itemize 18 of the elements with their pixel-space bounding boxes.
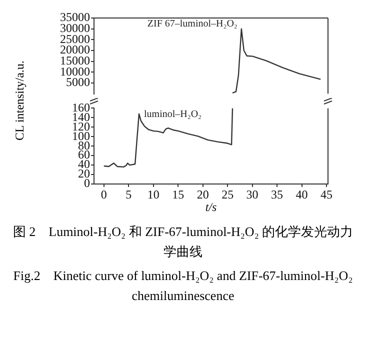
caption: 图 2 Luminol-H₂O₂ 和 ZIF-67-luminol-H₂O₂ 的化学发光动力学曲线 xyxy=(12,223,354,261)
x-tick-label: 15 xyxy=(172,187,184,202)
y-tick-label: 160 xyxy=(72,100,90,114)
caption: Fig.2 Kinetic curve of luminol-H₂O₂ and ZIF-67-luminol-H₂O₂ chemiluminescence xyxy=(12,267,354,305)
series-label: ZIF 67–luminol–H₂O₂ xyxy=(147,18,238,30)
x-tick-label: 40 xyxy=(296,187,308,202)
x-tick-label: 30 xyxy=(246,187,258,202)
x-tick-label: 35 xyxy=(271,187,284,202)
x-tick-label: 20 xyxy=(196,187,209,202)
x-tick-label: 45 xyxy=(320,187,333,202)
x-tick-label: 10 xyxy=(147,187,160,202)
y-axis-title: CL intensity/a.u. xyxy=(12,60,28,140)
x-tick-label: 0 xyxy=(100,187,107,202)
x-tick-label: 25 xyxy=(222,187,234,202)
y-tick-label: 0 xyxy=(84,176,90,190)
series-label: luminol–H₂O₂ xyxy=(144,108,202,120)
x-axis-title: t/s xyxy=(205,200,217,214)
x-tick-label: 5 xyxy=(126,187,132,202)
